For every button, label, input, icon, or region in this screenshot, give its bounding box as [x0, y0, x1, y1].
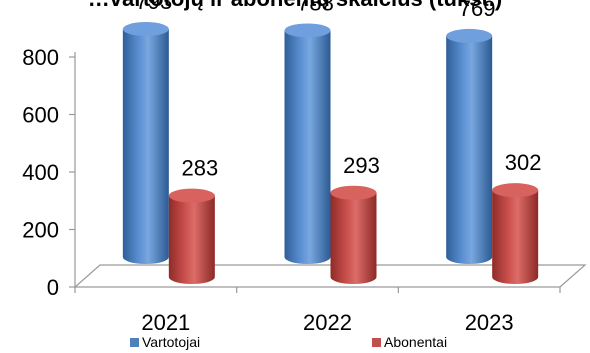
bar-body — [446, 35, 493, 264]
y-tick-label: 200 — [22, 218, 59, 243]
chart-title: …vartotojų ir abonentų skaičius (tūkst.) — [88, 0, 502, 11]
y-axis-ticks: 0 200 400 600 800 — [22, 45, 75, 300]
x-tick-label: 2022 — [303, 310, 352, 335]
bar-body — [122, 29, 169, 264]
bar-abonentai-2023: 302 — [492, 150, 542, 284]
y-tick-label: 0 — [47, 275, 59, 300]
data-label: 788 — [297, 0, 334, 15]
bar-top — [284, 23, 331, 38]
legend-label: Abonentai — [384, 334, 447, 350]
y-tick-label: 800 — [22, 45, 59, 70]
bar-body — [284, 30, 331, 265]
bar-body — [330, 192, 377, 284]
y-tick-label: 600 — [22, 103, 59, 128]
bar-abonentai-2022: 293 — [330, 153, 380, 284]
bar-top — [492, 183, 539, 198]
bar-vartotojai-2021: 793 — [122, 0, 172, 264]
bar-top — [122, 22, 169, 37]
x-axis-ticks: 2021 2022 2023 — [141, 310, 513, 335]
bar-vartotojai-2023: 769 — [446, 0, 496, 264]
legend-item-vartotojai: Vartotojai — [130, 334, 200, 350]
data-label: 769 — [459, 0, 496, 21]
legend-label: Vartotojai — [142, 334, 200, 350]
bar-top — [446, 28, 493, 43]
y-tick-label: 400 — [22, 160, 59, 185]
legend: Vartotojai Abonentai — [130, 334, 447, 350]
chart-axes — [73, 52, 587, 293]
legend-swatch — [372, 338, 381, 347]
chart-bars: 793 283 788 293 769 302 — [122, 0, 542, 284]
x-tick-label: 2023 — [465, 310, 514, 335]
data-label: 283 — [181, 156, 218, 181]
legend-swatch — [130, 338, 139, 347]
bar-vartotojai-2022: 788 — [284, 0, 334, 265]
data-label: 302 — [505, 150, 542, 175]
bar-abonentai-2021: 283 — [168, 156, 218, 284]
bar-top — [168, 188, 215, 203]
bar-body — [492, 190, 539, 284]
data-label: 793 — [135, 0, 172, 14]
bar-top — [330, 185, 377, 200]
data-label: 293 — [343, 153, 380, 178]
bar-body — [168, 195, 215, 284]
legend-item-abonentai: Abonentai — [372, 334, 447, 350]
x-tick-label: 2021 — [141, 310, 190, 335]
